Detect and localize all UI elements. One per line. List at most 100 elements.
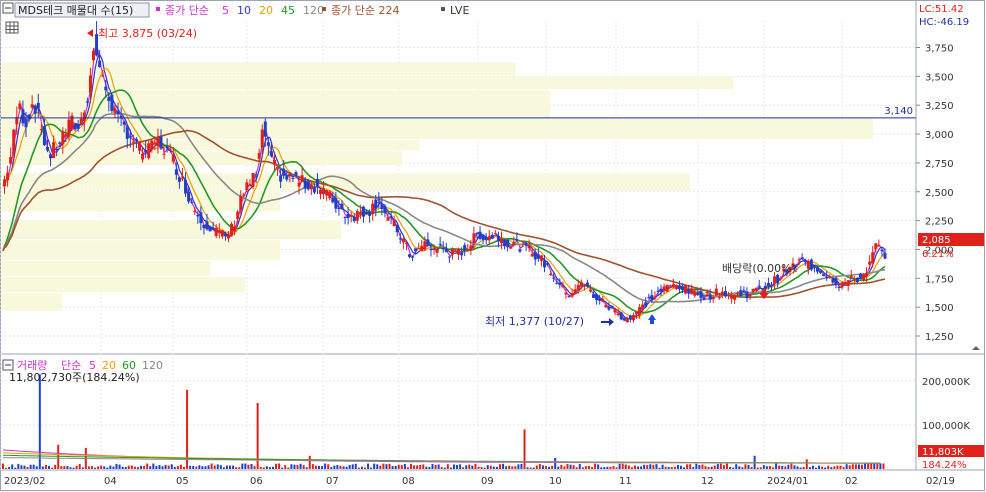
volume-bar — [658, 467, 661, 469]
candle-body — [398, 238, 402, 240]
candle-body — [331, 197, 335, 203]
volume-bar — [278, 463, 281, 469]
candle-body — [852, 279, 856, 281]
volume-bar — [20, 465, 23, 469]
candle-body — [822, 274, 826, 276]
volume-bar — [183, 466, 186, 469]
candle-body — [98, 60, 102, 67]
candle-body — [110, 94, 114, 111]
candle-body — [727, 294, 731, 296]
candle-body — [104, 86, 108, 91]
y-tick-label: 1,250 — [925, 332, 954, 343]
candle-body — [834, 278, 838, 285]
volume-bar — [388, 463, 391, 469]
candle-body — [862, 274, 866, 280]
candle-body — [386, 217, 390, 221]
volume-bar — [308, 455, 311, 469]
volume-profile-bar — [1, 240, 281, 260]
volume-ma-period-label: 5 — [89, 359, 96, 372]
volume-bar — [683, 467, 686, 469]
candle-body — [101, 75, 105, 77]
candle-body — [604, 304, 608, 308]
volume-bar — [600, 467, 603, 469]
volume-profile-bar — [1, 76, 734, 90]
reference-line-label: 3,140 — [884, 106, 913, 117]
volume-bar — [324, 463, 327, 469]
candle-body — [144, 149, 148, 153]
candle-body — [552, 277, 556, 279]
candle-body — [653, 296, 657, 299]
volume-profile-bar — [1, 151, 403, 166]
candle-body — [61, 131, 65, 145]
date-axis: 2023/02 04 05 06 07 08 09 10 11 12 2024/01 02 02/19 — [4, 476, 955, 487]
volume-bar — [204, 466, 207, 469]
volume-bar — [465, 465, 468, 469]
candle-body — [868, 261, 872, 265]
candle-body — [527, 245, 531, 249]
candle-body — [190, 201, 194, 203]
volume-profile-bar — [1, 139, 420, 151]
candle-body — [73, 124, 77, 130]
candle-body — [346, 213, 350, 219]
ma-period-label: 45 — [281, 4, 295, 17]
volume-current-label: 11,803K — [922, 447, 964, 458]
candle-body — [12, 129, 16, 154]
volume-bar — [446, 464, 449, 469]
x-tick-label: 02/19 — [926, 476, 955, 487]
candle-body — [825, 277, 829, 279]
candle-body — [282, 168, 286, 176]
candle-body — [131, 141, 135, 143]
volume-bar — [87, 466, 90, 469]
volume-bar — [14, 467, 17, 469]
volume-bar — [275, 463, 278, 469]
candle-body — [846, 280, 850, 286]
candle-body — [555, 282, 559, 284]
ma-line-224 — [2, 129, 886, 299]
candle-body — [855, 277, 859, 283]
candle-body — [644, 302, 648, 307]
volume-bar — [136, 467, 139, 469]
volume-bar — [848, 465, 851, 469]
candle-body — [585, 282, 589, 287]
candle-body — [570, 293, 574, 297]
table-icon[interactable] — [5, 21, 19, 34]
candle-body — [533, 251, 537, 260]
volume-bar — [97, 466, 100, 469]
volume-bar — [793, 465, 796, 469]
candle-body — [150, 140, 154, 150]
candle-body — [619, 312, 623, 320]
candle-body — [113, 108, 117, 113]
candle-body — [383, 206, 387, 214]
candle-body — [739, 290, 743, 297]
candle-body — [162, 153, 166, 155]
volume-bar — [44, 464, 47, 469]
volume-bar — [664, 466, 667, 469]
panel-resize-icon[interactable] — [972, 346, 980, 350]
candle-body — [668, 285, 672, 287]
volume-bar — [857, 464, 860, 469]
ma-period-label: 20 — [259, 4, 273, 17]
volume-profile-bar — [1, 62, 516, 76]
candle-body — [58, 142, 62, 144]
volume-bar — [799, 467, 802, 469]
volume-bar — [419, 464, 422, 469]
volume-profile-bar — [1, 173, 690, 191]
volume-bar — [364, 467, 367, 469]
candle-body — [806, 261, 810, 269]
x-tick-label: 02 — [845, 476, 858, 487]
volume-bar — [78, 464, 81, 469]
title-box[interactable] — [14, 2, 150, 18]
current-change-label: 6.21% — [922, 249, 954, 260]
volume-bar — [548, 466, 551, 469]
volume-bar — [557, 466, 560, 469]
candle-body — [276, 167, 280, 169]
candle-body — [300, 175, 304, 183]
candle-body — [447, 256, 451, 258]
candle-body — [797, 259, 801, 261]
candle-body — [733, 294, 737, 300]
candle-body — [3, 179, 7, 187]
volume-bar — [808, 467, 811, 469]
candle-body — [174, 169, 178, 175]
volume-bar — [630, 467, 633, 469]
candle-body — [635, 311, 639, 315]
